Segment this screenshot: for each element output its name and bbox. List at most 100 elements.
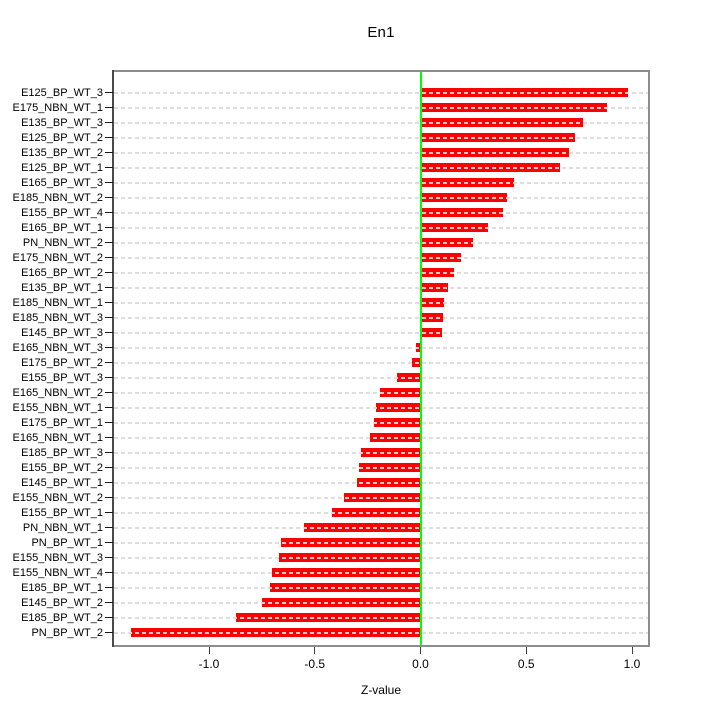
y-tick [105, 572, 113, 573]
y-tick [105, 497, 113, 498]
gridline [114, 406, 648, 409]
x-tick-label: 0.0 [412, 657, 429, 671]
y-tick-label: E165_BP_WT_1 [21, 221, 103, 234]
y-tick-label: E185_BP_WT_3 [21, 446, 103, 459]
y-tick-label: E155_BP_WT_3 [21, 371, 103, 384]
gridline [114, 616, 648, 619]
gridline [114, 301, 648, 304]
y-tick-label: E185_NBN_WT_1 [12, 296, 104, 309]
gridline [114, 376, 648, 379]
y-tick [105, 122, 113, 123]
y-tick [105, 632, 113, 633]
y-tick-label: E145_BP_WT_2 [21, 596, 103, 609]
y-tick [105, 242, 113, 243]
y-tick-label: E165_BP_WT_3 [21, 176, 103, 189]
gridline [114, 361, 648, 364]
y-tick [105, 272, 113, 273]
y-tick [105, 257, 113, 258]
gridline [114, 421, 648, 424]
plot-area [112, 70, 650, 647]
y-tick [105, 362, 113, 363]
gridline [114, 451, 648, 454]
y-tick [105, 287, 113, 288]
gridline [114, 436, 648, 439]
gridline [114, 631, 648, 634]
y-tick-label: PN_NBN_WT_2 [22, 236, 103, 249]
y-tick-label: E165_NBN_WT_1 [12, 431, 104, 444]
zero-line [419, 72, 422, 645]
y-tick-label: E155_NBN_WT_4 [12, 566, 104, 579]
y-tick-label: E185_BP_WT_1 [21, 581, 103, 594]
y-tick [105, 467, 113, 468]
gridline [114, 286, 648, 289]
y-tick [105, 587, 113, 588]
gridline [114, 541, 648, 544]
y-tick-label: E175_NBN_WT_2 [12, 251, 104, 264]
y-tick [105, 107, 113, 108]
y-tick [105, 452, 113, 453]
y-tick-label: E165_NBN_WT_2 [12, 386, 104, 399]
gridline [114, 526, 648, 529]
y-tick-label: E155_BP_WT_2 [21, 461, 103, 474]
y-tick-label: E155_NBN_WT_1 [12, 401, 104, 414]
gridline [114, 556, 648, 559]
gridline [114, 346, 648, 349]
x-tick-label: 1.0 [623, 657, 641, 671]
x-tick-label: -1.0 [198, 657, 220, 671]
gridline [114, 211, 648, 214]
y-tick-label: PN_BP_WT_2 [31, 626, 103, 639]
y-tick [105, 302, 113, 303]
y-tick-label: E125_BP_WT_2 [21, 131, 103, 144]
y-tick [105, 227, 113, 228]
y-tick [105, 407, 113, 408]
y-tick-label: E175_BP_WT_2 [21, 356, 103, 369]
gridline [114, 601, 648, 604]
y-tick [105, 422, 113, 423]
gridline [114, 106, 648, 109]
y-tick-label: E155_NBN_WT_2 [12, 491, 104, 504]
gridline [114, 181, 648, 184]
gridline [114, 466, 648, 469]
x-tick [525, 647, 527, 654]
gridline [114, 151, 648, 154]
gridline [114, 316, 648, 319]
gridline [114, 121, 648, 124]
y-tick [105, 542, 113, 543]
y-tick [105, 437, 113, 438]
gridline [114, 391, 648, 394]
y-tick [105, 482, 113, 483]
gridline [114, 331, 648, 334]
y-tick [105, 557, 113, 558]
y-tick [105, 512, 113, 513]
y-tick [105, 317, 113, 318]
y-tick-label: E155_BP_WT_4 [21, 206, 103, 219]
x-tick-label: 0.5 [517, 657, 535, 671]
y-tick-label: PN_NBN_WT_1 [22, 521, 103, 534]
y-tick-label: E145_BP_WT_3 [21, 326, 103, 339]
y-tick-label: E185_NBN_WT_3 [12, 311, 104, 324]
gridline [114, 196, 648, 199]
x-tick [420, 647, 421, 654]
y-tick-label: E135_BP_WT_3 [21, 116, 103, 129]
y-tick-label: E135_BP_WT_1 [21, 281, 103, 294]
y-tick-label: E165_NBN_WT_3 [12, 341, 104, 354]
y-tick [105, 392, 113, 393]
y-tick [105, 137, 113, 138]
y-tick [105, 332, 113, 333]
gridline [114, 271, 648, 274]
y-tick-label: E175_NBN_WT_1 [12, 101, 104, 114]
y-tick-label: E155_BP_WT_1 [21, 506, 103, 519]
x-axis-title: Z-value [360, 683, 401, 697]
y-tick-label: E185_NBN_WT_2 [12, 191, 104, 204]
gridline [114, 91, 648, 94]
y-tick [105, 92, 113, 93]
y-tick-label: E145_BP_WT_1 [21, 476, 103, 489]
y-tick [105, 527, 113, 528]
y-tick [105, 182, 113, 183]
y-tick [105, 617, 113, 618]
gridline [114, 481, 648, 484]
x-tick [314, 647, 316, 654]
y-tick-label: E185_BP_WT_2 [21, 611, 103, 624]
chart-title: En1 [367, 24, 395, 41]
